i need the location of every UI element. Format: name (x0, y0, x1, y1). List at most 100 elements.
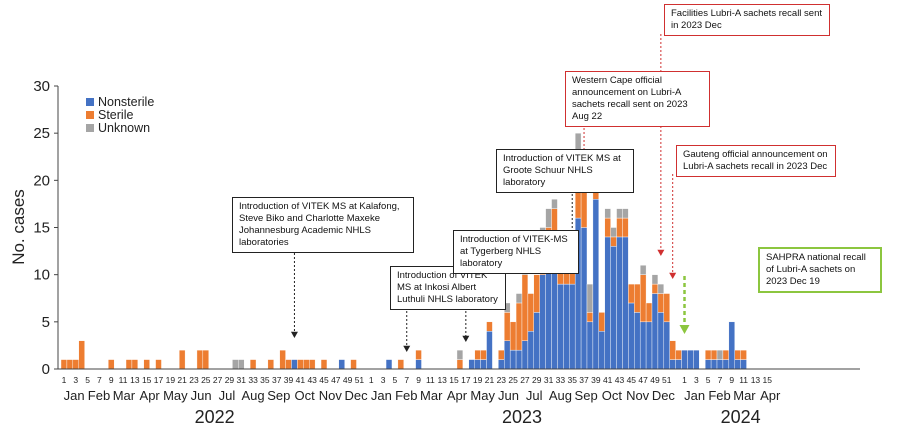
x-week-tick-label: 17 (461, 375, 471, 385)
x-week-tick-label: 43 (307, 375, 317, 385)
bar-sterile-2023-W16 (456, 359, 464, 370)
bar-nonsterile-2023-W51 (663, 321, 670, 370)
bar-sterile-2023-W09 (415, 349, 422, 360)
x-year-label: 2023 (502, 407, 542, 427)
annotation-gauteng-recall: Gauteng official announcement on Lubri-A… (676, 145, 836, 177)
bar-sterile-2023-W21 (486, 321, 493, 332)
bar-nonsterile-2023-W46 (634, 312, 641, 370)
bar-nonsterile-2023-W29 (533, 312, 540, 370)
x-month-label: Mar (420, 388, 443, 403)
bar-unknown-2023-W42 (610, 227, 617, 238)
annotation-arrow-head (403, 345, 411, 352)
x-week-tick-label: 47 (638, 375, 648, 385)
bar-sterile-2024-W11 (740, 349, 747, 360)
x-month-label: Apr (447, 388, 468, 403)
x-week-tick-label: 11 (426, 375, 435, 385)
bar-sterile-2022-W09 (108, 359, 115, 370)
x-week-tick-label: 45 (627, 375, 637, 385)
bar-nonsterile-2023-W49 (651, 293, 659, 370)
x-month-label: Jan (684, 388, 705, 403)
bar-nonsterile-2024-W07 (716, 359, 724, 370)
bar-sterile-2022-W15 (143, 359, 150, 370)
bar-sterile-2023-W45 (628, 283, 635, 304)
x-month-label: Nov (626, 388, 650, 403)
bar-sterile-2022-W39 (285, 359, 292, 370)
x-month-label: Mar (733, 388, 756, 403)
x-week-tick-label: 51 (355, 375, 365, 385)
bar-nonsterile-2023-W43 (616, 236, 623, 370)
bar-nonsterile-2023-W30 (539, 274, 546, 370)
bar-nonsterile-2024-W08 (722, 359, 730, 370)
x-week-tick-label: 15 (449, 375, 459, 385)
bar-nonsterile-2024-W03 (693, 349, 700, 370)
x-month-label: Dec (652, 388, 676, 403)
bar-nonsterile-2024-W06 (710, 359, 718, 370)
bar-unknown-2023-W49 (651, 274, 659, 285)
bar-sterile-2023-W42 (610, 236, 617, 247)
legend-swatch-sterile (86, 111, 94, 119)
bar-sterile-2022-W24 (196, 349, 204, 370)
bar-nonsterile-2024-W11 (740, 359, 747, 370)
bar-nonsterile-2023-W37 (580, 227, 588, 370)
x-week-tick-label: 41 (296, 375, 306, 385)
bar-nonsterile-2023-W20 (480, 359, 487, 370)
bar-nonsterile-2023-W50 (657, 312, 665, 370)
bar-nonsterile-2023-W04 (385, 359, 393, 370)
y-tick-label: 5 (42, 314, 50, 331)
legend-label-nonsterile: Nonsterile (98, 95, 154, 109)
bar-nonsterile-2024-W10 (734, 359, 741, 370)
x-week-tick-label: 25 (201, 375, 211, 385)
bar-sterile-2023-W49 (651, 283, 659, 294)
x-month-label: Oct (294, 388, 315, 403)
x-week-tick-label: 5 (393, 375, 398, 385)
axes-layer (57, 86, 860, 370)
x-week-tick-label: 7 (97, 375, 102, 385)
bar-unknown-2023-W41 (604, 208, 611, 219)
annotation-western-cape-recall: Western Cape official announcement on Lu… (565, 71, 710, 127)
bar-sterile-2023-W51 (663, 293, 670, 323)
bar-unknown-2023-W50 (657, 283, 665, 294)
bar-unknown-2023-W44 (622, 208, 629, 219)
x-week-tick-label: 21 (485, 375, 495, 385)
bar-sterile-2022-W04 (78, 340, 85, 370)
x-year-labels: 2022 2023 2024 (195, 407, 761, 427)
bar-nonsterile-2023-W21 (486, 331, 493, 370)
bar-sterile-2023-W25 (509, 321, 517, 351)
y-tick-label: 10 (33, 267, 50, 284)
bar-sterile-2023-W28 (527, 293, 535, 332)
bar-nonsterile-2023-W47 (639, 321, 647, 370)
bar-sterile-2022-W41 (297, 359, 304, 370)
x-week-tick-label: 47 (331, 375, 341, 385)
bar-sterile-2022-W33 (249, 359, 257, 370)
x-month-label: Mar (113, 388, 136, 403)
x-month-label: Sep (267, 388, 290, 403)
bar-nonsterile-2024-W01 (681, 349, 688, 370)
legend-swatch-unknown (86, 124, 94, 132)
x-month-label: Feb (708, 388, 730, 403)
y-tick-label: 30 (33, 78, 50, 95)
bar-nonsterile-2023-W35 (569, 283, 576, 370)
bar-nonsterile-2023-W34 (563, 283, 570, 370)
bar-sterile-2023-W41 (604, 217, 611, 238)
x-week-tick-label: 9 (416, 375, 421, 385)
bar-sterile-2022-W03 (72, 359, 79, 370)
x-month-label: Jul (219, 388, 236, 403)
x-week-tick-label: 1 (682, 375, 687, 385)
annotation-arrow-head (462, 335, 470, 342)
x-week-tick-label: 3 (381, 375, 386, 385)
bar-sterile-2022-W50 (350, 359, 357, 370)
bar-nonsterile-2023-W25 (509, 349, 517, 370)
bar-nonsterile-2024-W09 (728, 321, 735, 370)
bar-nonsterile-2023-W09 (415, 359, 422, 370)
x-week-tick-label: 35 (260, 375, 270, 385)
bar-sterile-2023-W40 (598, 312, 605, 332)
x-week-tick-label: 41 (603, 375, 613, 385)
bar-sterile-2022-W36 (267, 359, 274, 370)
x-week-tick-label: 39 (591, 375, 601, 385)
x-week-tick-label: 9 (109, 375, 114, 385)
x-week-tick-labels: 1 3 5 7 9 11 13 15 17 19 21 23 25 27 29 31 33 35 37 39 41 43 4… (62, 375, 773, 385)
x-month-label: Apr (760, 388, 781, 403)
x-week-tick-label: 11 (739, 375, 748, 385)
annotation-vitek-inkosi: Introduction of VITEK MS at Inkosi Alber… (390, 266, 506, 310)
bar-sterile-2022-W13 (131, 359, 139, 370)
